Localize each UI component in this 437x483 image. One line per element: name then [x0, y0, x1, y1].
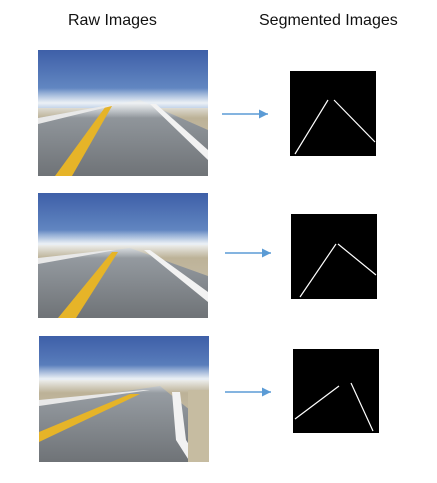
raw-image-3: [39, 336, 209, 462]
white-lane-line-2: [144, 250, 208, 302]
segmented-image-3: [293, 349, 379, 433]
segmented-image-2: [291, 214, 377, 299]
white-lane-line-3: [172, 392, 200, 462]
segmented-image-1: [290, 71, 376, 156]
raw-image-1: [38, 50, 208, 176]
segmented-images-heading: Segmented Images: [259, 12, 398, 29]
white-lane-line-1: [150, 104, 208, 160]
yellow-lane-line-1: [55, 106, 112, 176]
raw-images-heading: Raw Images: [68, 12, 157, 29]
yellow-lane-line-3: [39, 394, 140, 442]
yellow-lane-line-2: [58, 252, 118, 318]
raw-image-2: [38, 193, 208, 318]
